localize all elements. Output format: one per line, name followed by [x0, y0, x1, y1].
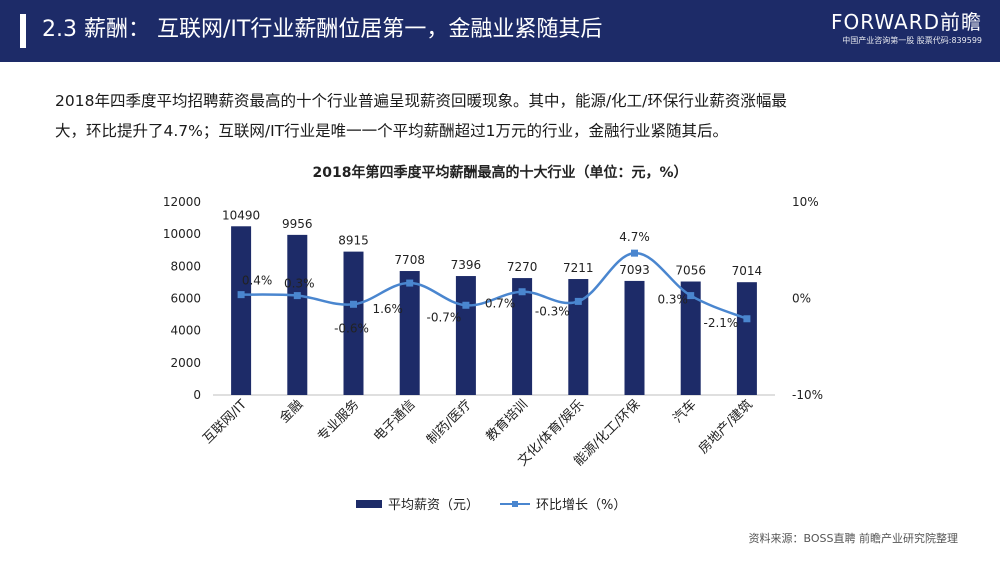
salary-data-label: 7396	[451, 258, 482, 272]
salary-data-label: 7056	[675, 264, 706, 278]
category-label: 制药/医疗	[424, 397, 474, 447]
growth-data-label: -0.7%	[426, 310, 461, 324]
category-label: 电子通信	[371, 397, 418, 444]
salary-data-label: 7014	[732, 264, 763, 278]
category-label: 专业服务	[314, 397, 362, 445]
y-tick-left: 12000	[163, 195, 201, 209]
salary-bar	[287, 234, 308, 395]
category-label: 互联网/IT	[200, 397, 250, 447]
growth-data-label: 0.4%	[242, 274, 273, 288]
y-tick-left: 2000	[170, 356, 201, 370]
salary-bar	[399, 271, 420, 395]
salary-data-label: 7211	[563, 261, 594, 275]
salary-data-label: 7093	[619, 263, 650, 277]
growth-point	[743, 315, 751, 323]
legend-line-swatch	[500, 499, 530, 509]
forward-logo: FORWARD前瞻 中国产业咨询第一股 股票代码:839599	[802, 9, 982, 47]
salary-bar	[455, 276, 476, 395]
growth-point	[237, 291, 245, 299]
intro-paragraph: 2018年四季度平均招聘薪资最高的十个行业普遍呈现薪资回暖现象。其中，能源/化工…	[55, 86, 960, 146]
growth-data-label: -0.6%	[334, 321, 369, 335]
y-tick-right: -10%	[792, 388, 823, 402]
salary-bar	[568, 279, 589, 395]
salary-data-label: 9956	[282, 217, 313, 231]
growth-point	[574, 297, 582, 305]
salary-bar	[231, 226, 252, 395]
salary-bar	[512, 278, 533, 395]
y-tick-left: 0	[193, 388, 201, 402]
growth-data-label: 0.3%	[657, 293, 688, 307]
salary-data-label: 7270	[507, 260, 538, 274]
legend-label-salary: 平均薪资（元）	[388, 498, 480, 513]
legend-bar-swatch	[356, 499, 382, 508]
growth-data-label: -2.1%	[703, 316, 738, 330]
salary-data-label: 7708	[394, 253, 425, 267]
category-label: 教育培训	[483, 397, 531, 445]
legend-item-salary: 平均薪资（元）	[356, 494, 479, 513]
growth-point	[631, 249, 638, 257]
intro-line-1: 2018年四季度平均招聘薪资最高的十个行业普遍呈现薪资回暖现象。其中，能源/化工…	[55, 92, 787, 110]
intro-line-2: 大，环比提升了4.7%；互联网/IT行业是唯一一个平均薪酬超过1万元的行业，金融…	[55, 122, 729, 140]
logo-tagline: 中国产业咨询第一股 股票代码:839599	[842, 36, 982, 45]
legend-label-growth: 环比增长（%）	[536, 498, 627, 513]
growth-data-label: 0.7%	[485, 297, 516, 311]
growth-point	[687, 292, 695, 300]
y-tick-right: 0%	[792, 292, 811, 306]
growth-point	[293, 292, 301, 300]
salary-bar	[624, 280, 645, 395]
growth-point	[406, 279, 414, 287]
header-bar: 2.3 薪酬： 互联网/IT行业薪酬位居第一，金融业紧随其后 FORWARD前瞻…	[0, 0, 1000, 62]
growth-point	[518, 288, 526, 296]
growth-data-label: -0.3%	[535, 304, 570, 318]
y-tick-left: 4000	[170, 324, 201, 338]
category-label: 房地产/建筑	[695, 397, 755, 457]
salary-bar	[680, 281, 701, 395]
growth-line	[241, 251, 748, 320]
header-accent-mark	[20, 14, 26, 48]
salary-bar	[343, 251, 364, 395]
growth-data-label: 1.6%	[372, 302, 403, 316]
growth-point	[350, 300, 357, 308]
y-tick-right: 10%	[792, 195, 819, 209]
salary-data-label: 8915	[338, 234, 369, 248]
y-tick-left: 10000	[163, 227, 201, 241]
y-tick-left: 6000	[170, 292, 201, 306]
slide-title: 2.3 薪酬： 互联网/IT行业薪酬位居第一，金融业紧随其后	[42, 17, 603, 42]
category-label: 汽车	[670, 397, 700, 427]
legend-item-growth: 环比增长（%）	[500, 494, 626, 513]
growth-data-label: 4.7%	[619, 230, 650, 244]
logo-wordmark: FORWARD前瞻	[831, 10, 982, 34]
y-tick-left: 8000	[170, 259, 201, 273]
chart-legend: 平均薪资（元） 环比增长（%）	[0, 494, 1000, 514]
salary-bar	[736, 282, 757, 395]
growth-point	[462, 301, 470, 309]
chart-title: 2018年第四季度平均薪酬最高的十大行业（单位：元，%）	[312, 165, 688, 181]
source-note: 资料来源：BOSS直聘 前瞻产业研究院整理	[748, 532, 958, 545]
category-label: 金融	[276, 397, 306, 427]
salary-data-label: 10490	[222, 208, 260, 222]
growth-data-label: 0.3%	[284, 277, 315, 291]
